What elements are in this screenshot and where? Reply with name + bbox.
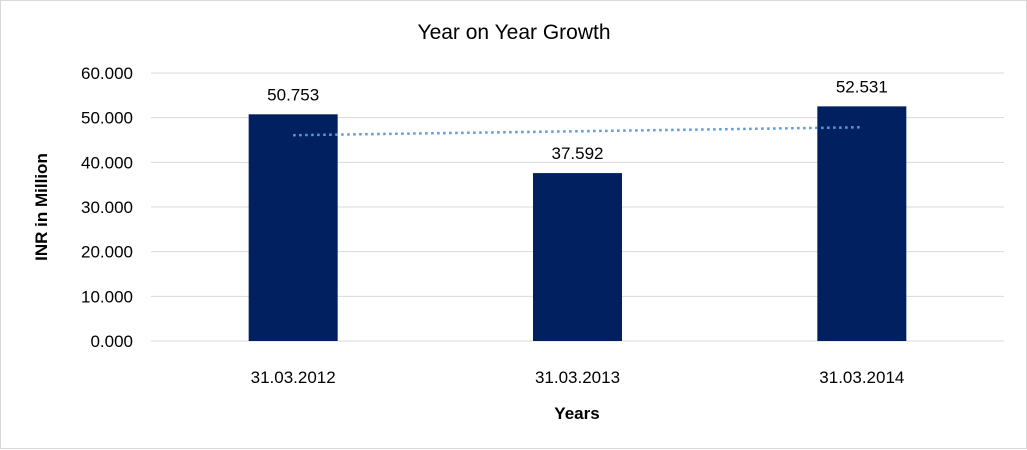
y-axis-title: INR in Million [32,153,51,261]
bars [248,106,907,341]
y-tick-label: 20.000 [81,243,133,262]
x-tick-label: 31.03.2012 [251,368,336,387]
chart-title: Year on Year Growth [417,21,610,44]
data-labels: 50.753 37.592 52.531 [267,77,888,163]
y-tick-label: 10.000 [81,287,133,306]
x-axis-title: Years [554,404,599,423]
y-tick-label: 50.000 [81,109,133,128]
y-tick-label: 0.000 [90,332,133,351]
data-label: 50.753 [267,85,319,104]
bar [248,114,338,341]
y-tick-label: 30.000 [81,198,133,217]
y-tick-labels: 0.000 10.000 20.000 30.000 40.000 50.000 60.00… [81,64,133,351]
bar [817,106,907,341]
trendline [293,126,862,137]
x-tick-label: 31.03.2014 [819,368,904,387]
y-tick-label: 40.000 [81,153,133,172]
x-tick-labels: 31.03.2012 31.03.2013 31.03.2014 [251,368,905,387]
y-tick-label: 60.000 [81,64,133,83]
trendline-layer [293,126,862,137]
data-label: 52.531 [836,77,888,96]
x-tick-label: 31.03.2013 [535,368,620,387]
data-label: 37.592 [552,144,604,163]
bar [533,173,622,341]
